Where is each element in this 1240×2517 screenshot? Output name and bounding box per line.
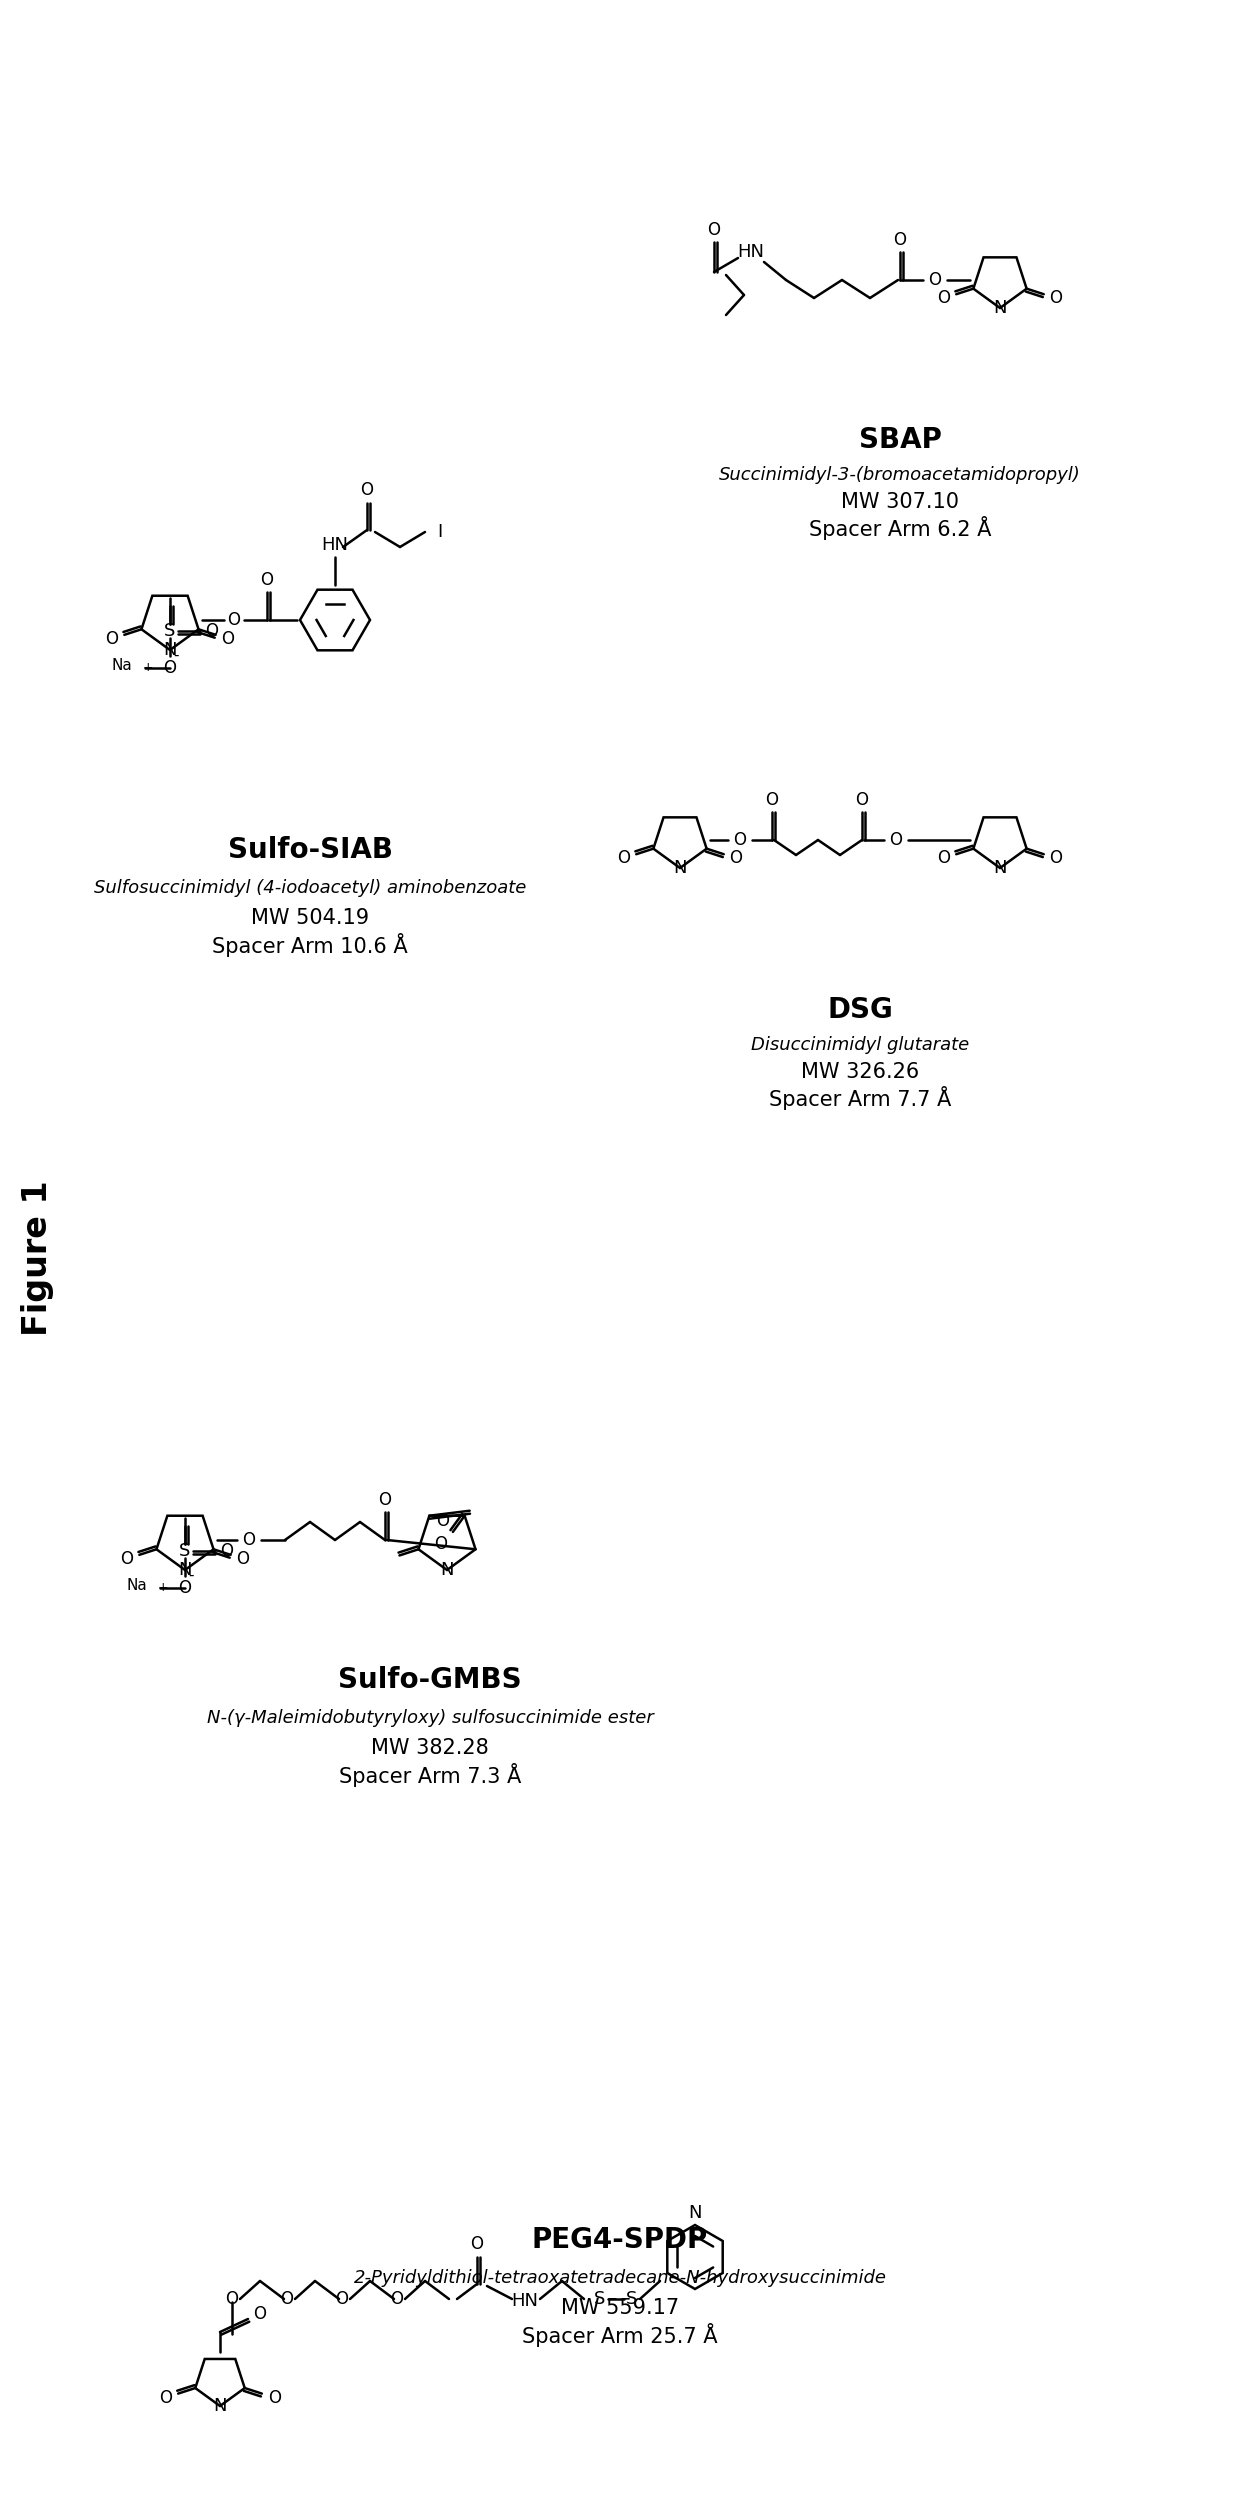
Text: O: O: [179, 1578, 191, 1596]
Text: Sulfosuccinimidyl (4-iodoacetyl) aminobenzoate: Sulfosuccinimidyl (4-iodoacetyl) aminobe…: [94, 878, 526, 896]
Text: O: O: [618, 848, 630, 868]
Text: Spacer Arm 25.7 Å: Spacer Arm 25.7 Å: [522, 2323, 718, 2346]
Text: O: O: [159, 2389, 172, 2406]
Text: O: O: [856, 790, 868, 808]
Text: N-(γ-Maleimidobutyryloxy) sulfosuccinimide ester: N-(γ-Maleimidobutyryloxy) sulfosuccinimi…: [207, 1709, 653, 1727]
Text: Sulfo-SIAB: Sulfo-SIAB: [227, 836, 393, 863]
Text: Spacer Arm 7.7 Å: Spacer Arm 7.7 Å: [769, 1085, 951, 1110]
Text: O: O: [221, 1543, 233, 1561]
Text: O: O: [729, 848, 743, 868]
Text: -: -: [174, 649, 179, 662]
Text: Spacer Arm 10.6 Å: Spacer Arm 10.6 Å: [212, 934, 408, 956]
Text: O: O: [253, 2306, 267, 2323]
Text: O: O: [206, 622, 218, 639]
Text: HN: HN: [321, 536, 348, 554]
Text: DSG: DSG: [827, 997, 893, 1024]
Text: N: N: [179, 1561, 192, 1578]
Text: PEG4-SPDP: PEG4-SPDP: [532, 2225, 708, 2255]
Text: Sulfo-GMBS: Sulfo-GMBS: [339, 1666, 522, 1694]
Text: O: O: [268, 2389, 280, 2406]
Text: O: O: [937, 848, 950, 868]
Text: Figure 1: Figure 1: [21, 1180, 55, 1337]
Text: Na: Na: [112, 659, 131, 672]
Text: MW 504.19: MW 504.19: [250, 909, 370, 929]
Text: O: O: [436, 1513, 449, 1530]
Text: HN: HN: [738, 244, 765, 262]
Text: O: O: [470, 2235, 484, 2253]
Text: O: O: [391, 2290, 403, 2308]
Text: O: O: [336, 2290, 348, 2308]
Text: Spacer Arm 6.2 Å: Spacer Arm 6.2 Å: [808, 516, 991, 541]
Text: SBAP: SBAP: [858, 425, 941, 453]
Text: O: O: [708, 221, 720, 239]
Text: O: O: [280, 2290, 294, 2308]
Text: O: O: [164, 659, 176, 677]
Text: O: O: [260, 571, 274, 589]
Text: MW 382.28: MW 382.28: [371, 1739, 489, 1757]
Text: Spacer Arm 7.3 Å: Spacer Arm 7.3 Å: [339, 1762, 521, 1787]
Text: O: O: [929, 272, 941, 289]
Text: HN: HN: [511, 2293, 538, 2311]
Text: O: O: [937, 289, 950, 307]
Text: O: O: [361, 481, 373, 498]
Text: O: O: [226, 2290, 238, 2308]
Text: N: N: [993, 858, 1007, 876]
Text: MW 307.10: MW 307.10: [841, 491, 959, 511]
Text: N: N: [993, 300, 1007, 317]
Text: O: O: [243, 1530, 255, 1548]
Text: Na: Na: [126, 1578, 148, 1593]
Text: O: O: [894, 232, 906, 249]
Text: N: N: [440, 1561, 454, 1578]
Text: +: +: [157, 1581, 169, 1593]
Text: O: O: [227, 612, 241, 629]
Text: -: -: [188, 1568, 193, 1583]
Text: O: O: [1049, 848, 1063, 868]
Text: S: S: [165, 622, 176, 639]
Text: 2-Pyridyldithiol-tetraoxatetradecane-N-hydroxysuccinimide: 2-Pyridyldithiol-tetraoxatetradecane-N-h…: [353, 2268, 887, 2288]
Text: N: N: [688, 2205, 702, 2223]
Text: O: O: [120, 1550, 134, 1568]
Text: O: O: [765, 790, 779, 808]
Text: O: O: [105, 629, 119, 647]
Text: O: O: [1049, 289, 1063, 307]
Text: MW 559.17: MW 559.17: [560, 2298, 680, 2318]
Text: Succinimidyl-3-(bromoacetamidopropyl): Succinimidyl-3-(bromoacetamidopropyl): [719, 466, 1081, 483]
Text: N: N: [673, 858, 687, 876]
Text: O: O: [222, 629, 234, 647]
Text: O: O: [889, 831, 903, 848]
Text: S: S: [594, 2290, 605, 2308]
Text: Disuccinimidyl glutarate: Disuccinimidyl glutarate: [751, 1037, 970, 1055]
Text: O: O: [434, 1535, 446, 1553]
Text: O: O: [378, 1490, 392, 1510]
Text: O: O: [237, 1550, 249, 1568]
Text: N: N: [164, 642, 177, 659]
Text: I: I: [438, 524, 443, 541]
Text: S: S: [180, 1543, 191, 1561]
Text: MW 326.26: MW 326.26: [801, 1062, 919, 1082]
Text: O: O: [734, 831, 746, 848]
Text: N: N: [213, 2396, 227, 2414]
Text: S: S: [626, 2290, 637, 2308]
Text: +: +: [143, 662, 154, 675]
